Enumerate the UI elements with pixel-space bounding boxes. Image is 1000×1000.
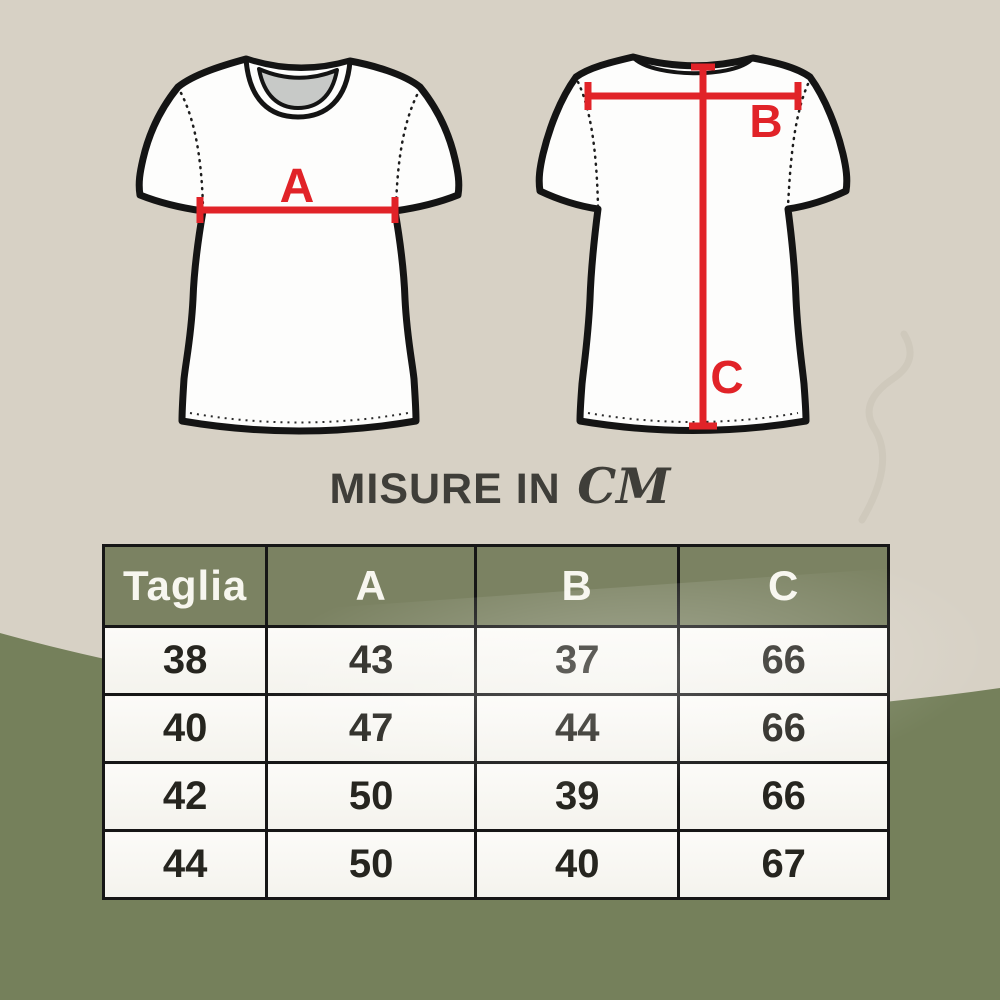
page-title: MISURE IN CM — [0, 456, 1000, 516]
tshirt-front-diagram: A — [135, 55, 463, 435]
measure-label-A: A — [280, 160, 315, 213]
cell-c: 67 — [677, 829, 890, 900]
col-header-a: A — [265, 544, 478, 628]
measure-label-B: B — [749, 95, 782, 147]
title-unit: CM — [577, 457, 671, 515]
col-header-taglia: Taglia — [101, 544, 269, 628]
col-header-c: C — [677, 544, 890, 628]
tshirt-back-diagram: B C — [535, 53, 851, 434]
back-armhole-seam-left — [576, 80, 600, 208]
cell-c: 66 — [677, 693, 890, 764]
front-armhole-seam-right — [394, 93, 419, 210]
measure-line-C — [689, 63, 717, 430]
cell-b: 44 — [474, 693, 681, 764]
tshirt-front-body — [135, 55, 463, 435]
size-table: Taglia A B C 38 43 37 66 40 47 44 66 42 … — [101, 544, 890, 900]
col-header-b: B — [474, 544, 681, 628]
cell-b: 40 — [474, 829, 681, 900]
cell-size: 42 — [101, 761, 269, 832]
cell-a: 50 — [265, 829, 478, 900]
tshirt-back-collar-seam — [634, 58, 752, 76]
measure-label-C: C — [710, 351, 743, 403]
tshirt-front-collar-inside — [257, 67, 339, 110]
cell-b: 39 — [474, 761, 681, 832]
measure-line-A — [196, 197, 399, 223]
cell-size: 44 — [101, 829, 269, 900]
table-row: 42 50 39 66 — [101, 761, 890, 832]
cell-b: 37 — [474, 625, 681, 696]
cell-c: 66 — [677, 761, 890, 832]
title-text: MISURE IN — [329, 465, 561, 513]
cell-a: 43 — [265, 625, 478, 696]
table-row: 44 50 40 67 — [101, 829, 890, 900]
size-table-header-row: Taglia A B C — [101, 544, 890, 628]
cell-a: 47 — [265, 693, 478, 764]
cell-c: 66 — [677, 625, 890, 696]
cell-a: 50 — [265, 761, 478, 832]
swirl-decoration — [858, 330, 914, 524]
measure-line-B — [584, 82, 802, 110]
table-row: 38 43 37 66 — [101, 625, 890, 696]
cell-size: 40 — [101, 693, 269, 764]
back-hem-stitch — [587, 412, 799, 423]
table-row: 40 47 44 66 — [101, 693, 890, 764]
cell-size: 38 — [101, 625, 269, 696]
front-armhole-seam-left — [179, 91, 205, 210]
tshirt-back-body — [535, 53, 851, 434]
back-armhole-seam-right — [786, 82, 810, 208]
